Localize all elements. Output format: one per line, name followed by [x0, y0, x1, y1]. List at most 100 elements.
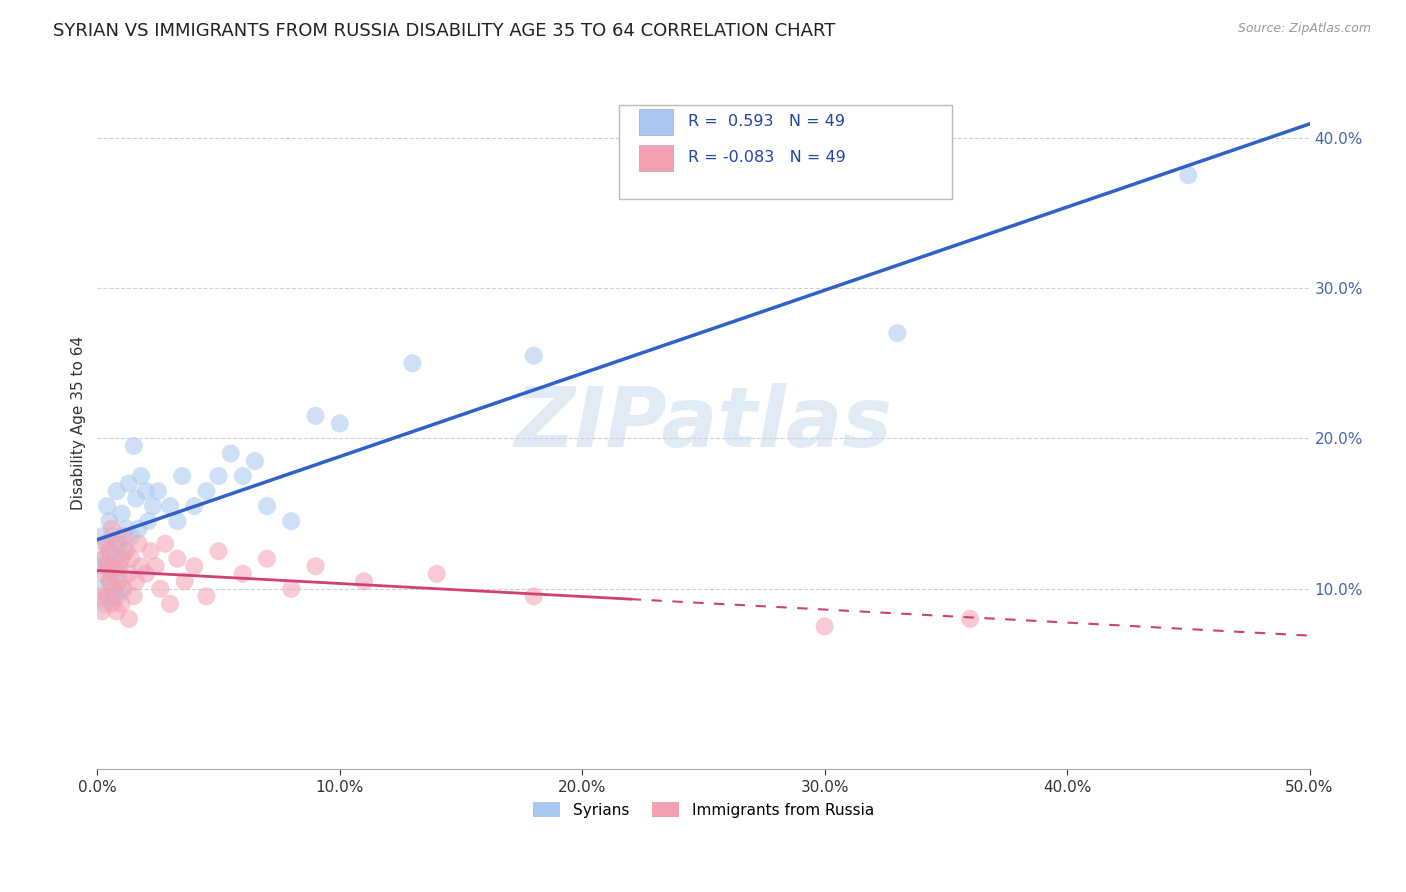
Point — [139, 544, 162, 558]
Point — [98, 574, 121, 589]
Point — [118, 476, 141, 491]
Point — [103, 551, 125, 566]
Point — [122, 590, 145, 604]
Point — [93, 597, 115, 611]
Point — [96, 559, 118, 574]
Point — [125, 574, 148, 589]
Point — [120, 529, 142, 543]
Point — [219, 446, 242, 460]
Point — [118, 612, 141, 626]
Point — [105, 590, 128, 604]
Point — [329, 417, 352, 431]
Point — [112, 544, 135, 558]
Point — [256, 551, 278, 566]
Point — [101, 529, 124, 543]
FancyBboxPatch shape — [619, 105, 952, 199]
Point — [118, 566, 141, 581]
Point — [110, 551, 132, 566]
Point — [96, 499, 118, 513]
Text: SYRIAN VS IMMIGRANTS FROM RUSSIA DISABILITY AGE 35 TO 64 CORRELATION CHART: SYRIAN VS IMMIGRANTS FROM RUSSIA DISABIL… — [53, 22, 835, 40]
Point — [108, 566, 131, 581]
Point — [183, 559, 205, 574]
Point — [108, 559, 131, 574]
Point — [128, 522, 150, 536]
Text: Source: ZipAtlas.com: Source: ZipAtlas.com — [1237, 22, 1371, 36]
Bar — [640, 145, 673, 171]
Point — [401, 356, 423, 370]
Point — [103, 559, 125, 574]
Point — [166, 514, 188, 528]
Point — [91, 604, 114, 618]
Point — [183, 499, 205, 513]
Point — [135, 484, 157, 499]
Point — [91, 529, 114, 543]
Point — [129, 469, 152, 483]
Text: R =  0.593   N = 49: R = 0.593 N = 49 — [688, 114, 845, 129]
Point — [142, 499, 165, 513]
Point — [172, 469, 194, 483]
Point — [91, 559, 114, 574]
Point — [145, 559, 167, 574]
Point — [91, 551, 114, 566]
Point — [166, 551, 188, 566]
Point — [243, 454, 266, 468]
Point — [353, 574, 375, 589]
Point — [959, 612, 981, 626]
Point — [195, 590, 218, 604]
Point — [96, 590, 118, 604]
Point — [125, 491, 148, 506]
Point — [115, 522, 138, 536]
Point — [135, 566, 157, 581]
Point — [426, 566, 449, 581]
Point — [159, 597, 181, 611]
Point — [232, 566, 254, 581]
Point — [523, 590, 546, 604]
Point — [89, 582, 111, 596]
Point — [93, 551, 115, 566]
Point — [280, 582, 302, 596]
Point — [98, 574, 121, 589]
Y-axis label: Disability Age 35 to 64: Disability Age 35 to 64 — [72, 336, 86, 510]
Point — [103, 590, 125, 604]
Point — [1177, 168, 1199, 182]
Point — [115, 544, 138, 558]
Point — [149, 582, 172, 596]
Point — [101, 597, 124, 611]
Point — [103, 582, 125, 596]
Point — [108, 537, 131, 551]
Point — [136, 514, 159, 528]
Text: ZIPatlas: ZIPatlas — [515, 383, 893, 464]
Point — [89, 590, 111, 604]
Point — [105, 537, 128, 551]
Point — [120, 551, 142, 566]
Point — [146, 484, 169, 499]
Point — [110, 582, 132, 596]
Point — [101, 566, 124, 581]
Point — [112, 529, 135, 543]
Bar — [640, 109, 673, 135]
Point — [108, 574, 131, 589]
Point — [232, 469, 254, 483]
Point — [195, 484, 218, 499]
Point — [304, 409, 326, 423]
Point — [101, 522, 124, 536]
Point — [112, 582, 135, 596]
Point — [256, 499, 278, 513]
Point — [110, 597, 132, 611]
Legend: Syrians, Immigrants from Russia: Syrians, Immigrants from Russia — [527, 796, 880, 824]
Point — [105, 604, 128, 618]
Point — [96, 537, 118, 551]
Point — [207, 469, 229, 483]
Point — [98, 544, 121, 558]
Point — [159, 499, 181, 513]
Point — [98, 544, 121, 558]
Point — [304, 559, 326, 574]
Point — [886, 326, 908, 340]
Point — [128, 537, 150, 551]
Text: R = -0.083   N = 49: R = -0.083 N = 49 — [688, 150, 845, 165]
Point — [523, 349, 546, 363]
Point — [814, 619, 837, 633]
Point — [155, 537, 177, 551]
Point — [93, 566, 115, 581]
Point — [207, 544, 229, 558]
